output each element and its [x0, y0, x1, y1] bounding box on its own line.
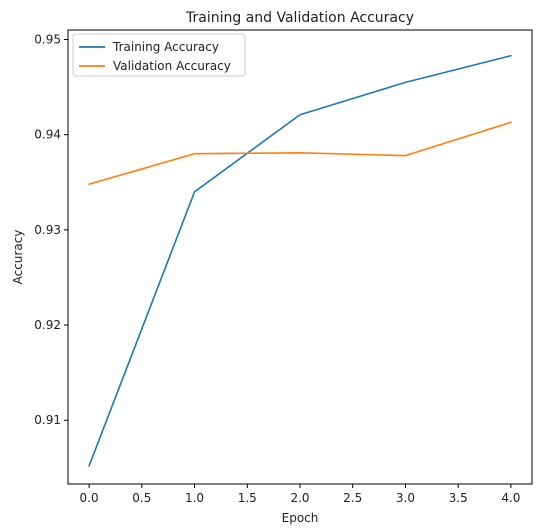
x-tick-label: 1.0 [185, 491, 204, 505]
x-axis-label: Epoch [282, 511, 319, 525]
y-axis-ticks: 0.91 0.92 0.93 0.94 0.95 [34, 33, 68, 427]
x-tick-label: 4.0 [501, 491, 520, 505]
y-axis-label: Accuracy [11, 230, 25, 285]
y-tick-label: 0.93 [34, 223, 61, 237]
series-line-validation-accuracy [88, 121, 512, 185]
y-tick-label: 0.91 [34, 413, 61, 427]
chart-title: Training and Validation Accuracy [185, 10, 414, 26]
y-tick-label: 0.94 [34, 128, 61, 142]
legend-label: Training Accuracy [112, 40, 219, 54]
x-tick-label: 2.5 [343, 491, 362, 505]
x-tick-label: 0.5 [132, 491, 151, 505]
legend-box [72, 33, 246, 77]
x-tick-label: 3.5 [449, 491, 468, 505]
x-tick-label: 1.5 [238, 491, 257, 505]
x-axis-ticks: 0.0 0.5 1.0 1.5 2.0 2.5 3.0 3.5 4.0 [80, 484, 520, 505]
legend-label: Validation Accuracy [113, 59, 231, 73]
legend: Training Accuracy Validation Accuracy [72, 33, 246, 77]
y-tick-label: 0.92 [34, 318, 61, 332]
x-tick-label: 2.0 [290, 491, 309, 505]
series-line-training-accuracy [88, 54, 512, 467]
x-tick-label: 3.0 [396, 491, 415, 505]
x-tick-label: 0.0 [80, 491, 99, 505]
y-tick-label: 0.95 [34, 33, 61, 47]
series-lines [88, 54, 512, 467]
